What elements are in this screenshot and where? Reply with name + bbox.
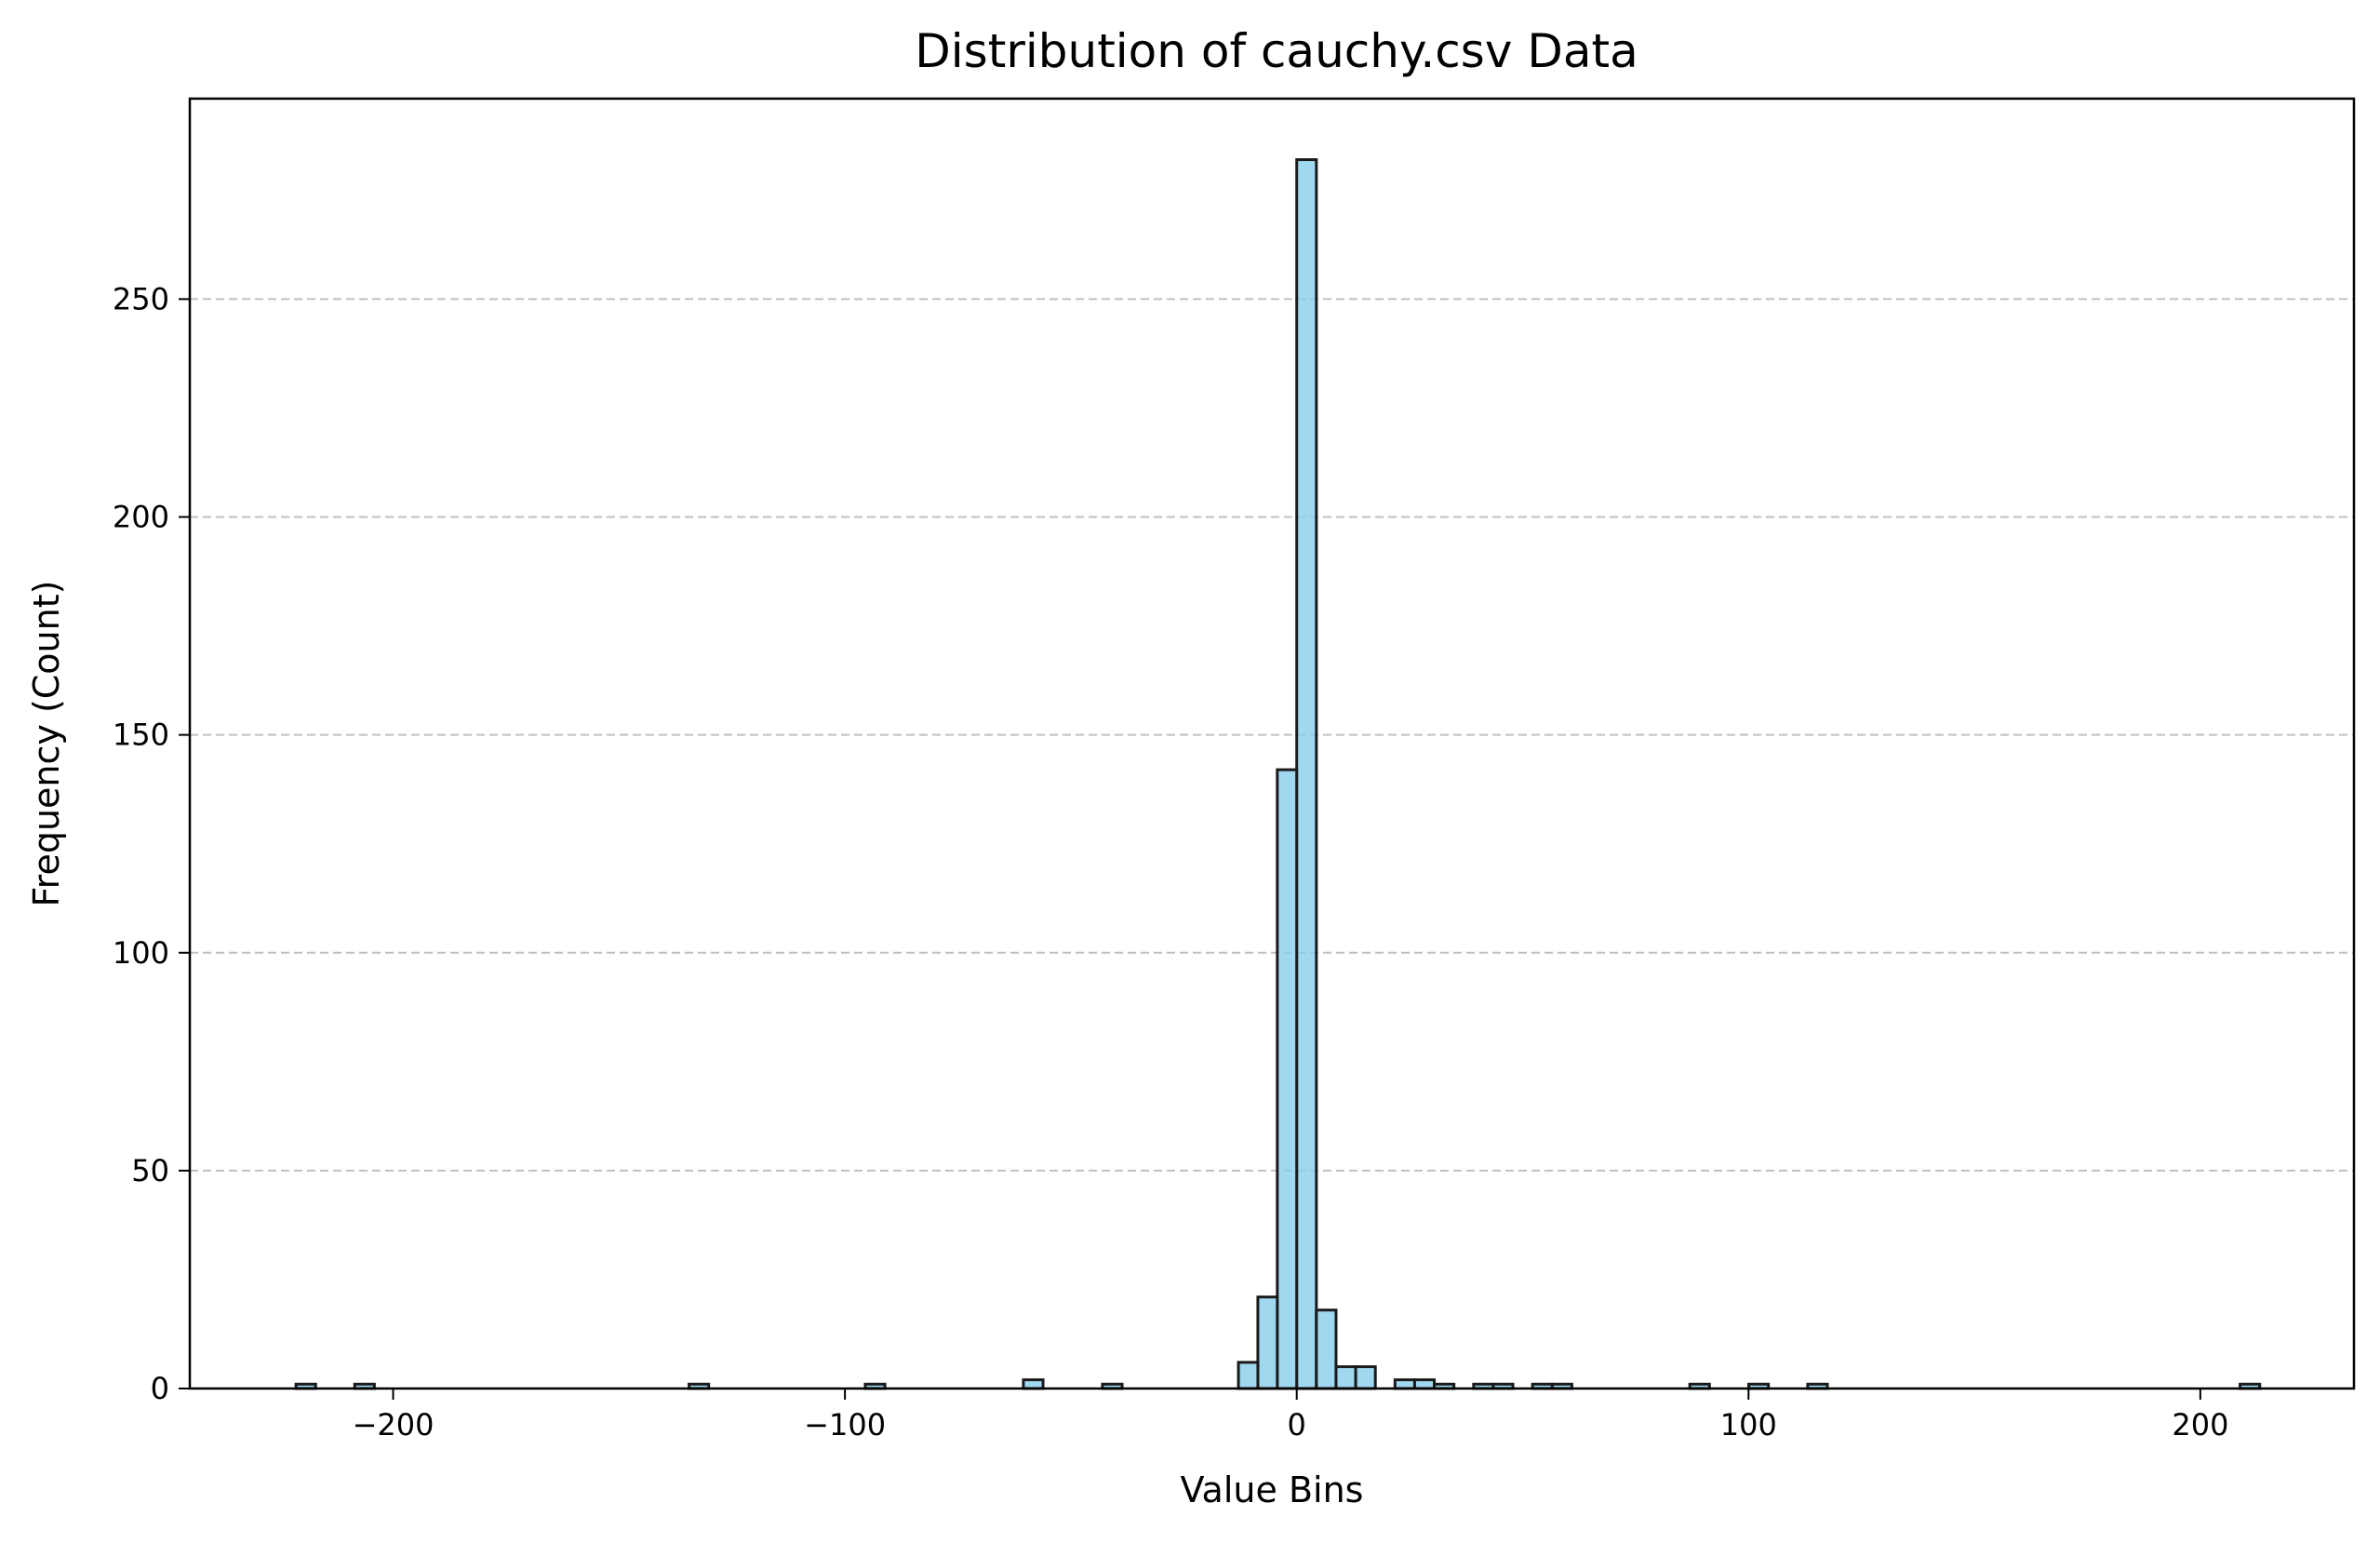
y-tick-label: 0 [151,1371,169,1406]
histogram-bar [1393,1378,1416,1390]
plot-area-frame [188,97,2356,1390]
histogram-bar [1276,768,1299,1390]
histogram-bar [1256,1295,1279,1390]
histogram-bar [1237,1361,1260,1390]
x-tick-label: 100 [1720,1407,1777,1442]
histogram-bar [1354,1365,1377,1390]
y-tick-label: 200 [113,500,169,535]
y-gridlines [190,298,2354,1172]
x-tick-label: −100 [804,1407,886,1442]
y-tick-label: 150 [113,718,169,753]
y-tick-label: 100 [113,935,169,971]
histogram-bar [1334,1365,1357,1390]
x-axis-ticks: −200 −100 0 100 200 [353,1389,2228,1442]
x-tick-label: −200 [353,1407,435,1442]
histogram-bars [294,158,2262,1390]
histogram-bar [1022,1378,1045,1390]
y-axis-label: Frequency (Count) [26,581,67,907]
chart-title: Distribution of cauchy.csv Data [915,24,1638,78]
histogram-bar [1315,1308,1338,1390]
y-axis-ticks: 0 50 100 150 200 250 [113,281,190,1406]
y-tick-label: 50 [131,1153,169,1188]
x-tick-label: 200 [2172,1407,2228,1442]
y-tick-label: 250 [113,281,169,316]
histogram-bar [1295,158,1318,1390]
x-tick-label: 0 [1288,1407,1306,1442]
histogram-bar [1412,1378,1437,1390]
x-axis-label: Value Bins [1181,1469,1364,1510]
